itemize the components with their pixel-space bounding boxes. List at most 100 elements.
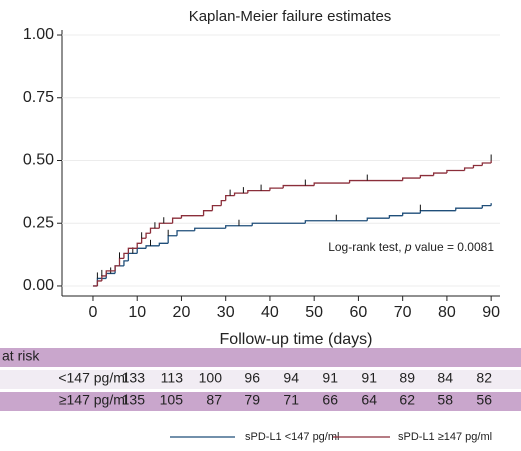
- x-tick-label: 30: [217, 304, 235, 321]
- step-segment: [247, 189, 270, 194]
- step-segment: [101, 275, 107, 281]
- risk-count: 91: [322, 370, 338, 386]
- step-segment: [419, 174, 434, 179]
- step-segment: [313, 182, 350, 186]
- y-tick-label: 0.00: [23, 277, 54, 294]
- x-tick-label: 10: [128, 304, 146, 321]
- legend-label: sPD-L1 <147 pg/ml: [245, 431, 339, 443]
- step-segment: [180, 215, 204, 219]
- x-tick-label: 20: [173, 304, 191, 321]
- step-segment: [202, 210, 213, 216]
- step-segment: [123, 252, 129, 259]
- step-segment: [114, 265, 120, 271]
- risk-count: 89: [399, 370, 415, 386]
- annotation-part: Log-rank test,: [328, 240, 405, 254]
- step-segment: [366, 217, 390, 221]
- risk-count: 87: [206, 392, 222, 408]
- y-tick-label: 0.50: [23, 152, 54, 169]
- step-segment: [136, 247, 147, 254]
- step-segment: [123, 260, 129, 266]
- step-segment: [194, 227, 226, 231]
- risk-count: 82: [476, 370, 492, 386]
- step-segment: [118, 257, 124, 266]
- risk-count: 105: [160, 392, 184, 408]
- risk-count: 58: [437, 392, 453, 408]
- risk-count: 135: [122, 392, 146, 408]
- step-segment: [220, 199, 226, 206]
- x-tick-label: 40: [261, 304, 279, 321]
- step-segment: [251, 222, 306, 226]
- risk-row-band: [0, 392, 521, 411]
- step-segment: [402, 212, 421, 216]
- y-tick-label: 0.25: [23, 214, 54, 231]
- step-segment: [176, 230, 195, 236]
- step-segment: [282, 184, 315, 189]
- step-segment: [149, 227, 160, 234]
- step-segment: [402, 177, 421, 181]
- step-segment: [472, 164, 483, 169]
- step-segment: [432, 172, 447, 176]
- step-segment: [225, 225, 253, 229]
- risk-row-label: ≥147 pg/ml: [59, 392, 128, 408]
- x-tick-label: 60: [350, 304, 368, 321]
- risk-count: 62: [399, 392, 415, 408]
- risk-count: 94: [283, 370, 299, 386]
- x-tick-label: 90: [482, 304, 500, 321]
- x-tick-label: 70: [394, 304, 412, 321]
- step-segment: [145, 232, 151, 239]
- risk-count: 96: [244, 370, 260, 386]
- step-segment: [481, 205, 492, 209]
- chart-title: Kaplan-Meier failure estimates: [189, 8, 392, 25]
- risk-count: 56: [476, 392, 492, 408]
- risk-row-label: <147 pg/ml: [58, 370, 128, 386]
- step-segment: [145, 245, 160, 249]
- step-segment: [158, 222, 173, 229]
- step-segment: [96, 280, 102, 286]
- risk-count: 113: [161, 370, 184, 386]
- step-segment: [211, 205, 222, 211]
- x-axis-label: Follow-up time (days): [220, 331, 373, 348]
- step-segment: [269, 187, 284, 191]
- step-segment: [348, 179, 403, 184]
- step-segment: [446, 169, 465, 174]
- step-segment: [127, 252, 138, 261]
- risk-count: 71: [283, 392, 299, 408]
- risk-row-band: [0, 370, 521, 389]
- step-segment: [136, 242, 142, 249]
- step-segment: [419, 210, 456, 214]
- risk-count: 91: [361, 370, 377, 386]
- step-segment: [481, 162, 492, 166]
- risk-header-band: [0, 348, 521, 367]
- step-segment: [105, 272, 116, 279]
- y-tick-label: 0.75: [23, 89, 54, 106]
- step-segment: [171, 217, 182, 224]
- step-segment: [388, 215, 403, 219]
- step-segment: [105, 270, 116, 276]
- step-segment: [304, 220, 368, 224]
- step-segment: [225, 194, 235, 201]
- step-segment: [463, 167, 474, 171]
- annotation-part: p: [404, 240, 412, 254]
- x-tick-label: 50: [305, 304, 323, 321]
- risk-count: 66: [322, 392, 338, 408]
- y-tick-label: 1.00: [23, 26, 54, 43]
- step-segment: [158, 242, 169, 246]
- legend-label: sPD-L1 ≥147 pg/ml: [398, 431, 492, 443]
- step-segment: [167, 235, 178, 244]
- step-segment: [114, 265, 124, 274]
- risk-table-title: at risk: [2, 348, 40, 364]
- step-segment: [127, 247, 138, 254]
- annotation-part: value = 0.0081: [412, 240, 495, 254]
- step-segment: [455, 207, 483, 211]
- step-segment: [140, 237, 147, 244]
- annotation: Log-rank test, p value = 0.0081: [328, 240, 494, 254]
- x-tick-label: 0: [89, 304, 98, 321]
- x-tick-label: 80: [438, 304, 456, 321]
- risk-count: 64: [361, 392, 377, 408]
- risk-count: 100: [199, 370, 223, 386]
- risk-count: 79: [244, 392, 260, 408]
- risk-count: 133: [122, 370, 146, 386]
- step-segment: [233, 192, 248, 196]
- risk-count: 84: [437, 370, 453, 386]
